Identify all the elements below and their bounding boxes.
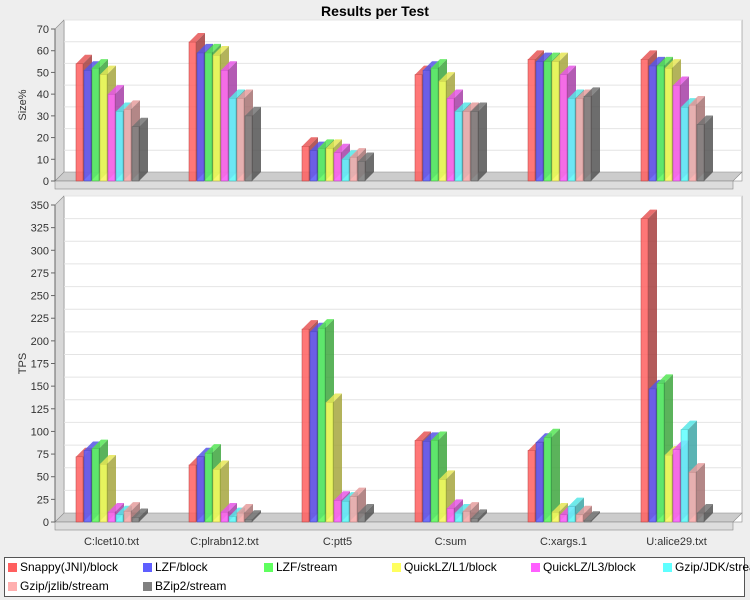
- y-tick-label: 175: [31, 359, 49, 371]
- bar-group-3: C:ptt5: [301, 319, 374, 548]
- y-axis-label: TPS: [17, 353, 29, 374]
- y-tick-label: 350: [31, 200, 49, 212]
- x-tick-label: U:alice29.txt: [646, 536, 707, 548]
- bar: [470, 509, 487, 523]
- legend-swatch: [143, 582, 152, 591]
- plot-back-wall: [63, 19, 743, 182]
- legend-item: LZF/stream: [264, 560, 337, 574]
- bar: [244, 510, 261, 523]
- y-tick-label: 0: [43, 176, 49, 188]
- y-tick-label: 70: [37, 24, 49, 36]
- y-tick-label: 50: [37, 67, 49, 79]
- bar-group-5: C:xargs.1: [527, 428, 600, 548]
- y-tick-label: 40: [37, 89, 49, 101]
- y-tick-label: 10: [37, 154, 49, 166]
- subplot-2: 0 25 50 75 100 125 150 175 200 225 250 275 300 325 350…: [17, 195, 743, 548]
- bar: [357, 503, 374, 523]
- legend-swatch: [531, 563, 540, 572]
- bar: [325, 393, 342, 523]
- legend-item: Gzip/JDK/stream: [663, 560, 750, 574]
- plot-back-wall: [63, 195, 743, 523]
- bar-group-1: C:lcet10.txt: [75, 439, 148, 548]
- y-tick-label: 30: [37, 111, 49, 123]
- plot-side-wall: [54, 195, 65, 523]
- bar-group-2: [188, 33, 261, 182]
- bar-group-1: [75, 54, 148, 182]
- x-tick-label: C:lcet10.txt: [84, 536, 139, 548]
- legend-swatch: [8, 582, 17, 591]
- legend-label: Gzip/JDK/stream: [675, 560, 750, 574]
- legend-label: LZF/stream: [276, 560, 338, 574]
- bar: [583, 511, 600, 523]
- y-axis-label: Size%: [17, 89, 29, 120]
- y-tick-label: 125: [31, 404, 49, 416]
- bar-group-4: [414, 59, 487, 182]
- bar: [131, 508, 148, 523]
- y-tick-label: 100: [31, 426, 49, 438]
- bar-group-5: [527, 50, 600, 182]
- y-tick-label: 325: [31, 223, 49, 235]
- legend-label: LZF/block: [155, 560, 208, 574]
- bar-group-6: [640, 50, 713, 182]
- y-tick-label: 50: [37, 472, 49, 484]
- bar: [696, 503, 713, 523]
- legend-item: QuickLZ/L1/block: [392, 560, 497, 574]
- legend-swatch: [143, 563, 152, 572]
- y-tick-label: 250: [31, 291, 49, 303]
- legend-item: Gzip/jzlib/stream: [8, 579, 109, 593]
- legend-item: BZip2/stream: [143, 579, 226, 593]
- plot-floor: [54, 171, 743, 182]
- bar-group-4: C:sum: [414, 431, 487, 548]
- y-tick-label: 20: [37, 133, 49, 145]
- legend-swatch: [392, 563, 401, 572]
- legend-swatch: [663, 563, 672, 572]
- y-tick-label: 225: [31, 313, 49, 325]
- plot-floor: [54, 512, 743, 523]
- bar: [244, 106, 261, 182]
- y-tick-label: 200: [31, 336, 49, 348]
- x-tick-label: C:ptt5: [323, 536, 352, 548]
- chart-title: Results per Test: [321, 3, 429, 19]
- bar: [357, 152, 374, 182]
- legend-item: LZF/block: [143, 560, 208, 574]
- chart-legend: Snappy(JNI)/block LZF/block LZF/stream Quic…: [4, 557, 750, 597]
- legend-label: Gzip/jzlib/stream: [20, 579, 109, 593]
- plot-floor-front: [54, 521, 734, 531]
- bar: [543, 428, 560, 523]
- y-tick-label: 300: [31, 245, 49, 257]
- bar-group-6: U:alice29.txt: [640, 209, 713, 548]
- bar: [583, 87, 600, 182]
- bar: [696, 115, 713, 182]
- bar: [236, 503, 253, 523]
- legend-item: Snappy(JNI)/block: [8, 560, 118, 574]
- y-tick-label: 150: [31, 381, 49, 393]
- y-tick-label: 60: [37, 46, 49, 58]
- bar: [131, 117, 148, 182]
- bar: [470, 102, 487, 182]
- subplot-1: 0 10 20 30 40 50 60 70 Size%: [17, 19, 743, 190]
- legend-swatch: [264, 563, 273, 572]
- bar: [462, 502, 479, 523]
- bar-group-3: [301, 137, 374, 182]
- y-tick-label: 275: [31, 268, 49, 280]
- legend-label: Snappy(JNI)/block: [20, 560, 119, 574]
- bar: [99, 455, 116, 523]
- plots-group: 0 10 20 30 40 50 60 70 Size% 0 25 50 75 100 125 150 175 2…: [17, 19, 743, 548]
- bar-group-2: C:plrabn12.txt: [188, 444, 261, 548]
- x-tick-label: C:sum: [435, 536, 467, 548]
- y-tick-label: 25: [37, 494, 49, 506]
- plot-side-wall: [54, 19, 65, 182]
- legend-label: BZip2/stream: [155, 579, 227, 593]
- x-tick-label: C:plrabn12.txt: [190, 536, 258, 548]
- plot-floor-front: [54, 180, 734, 190]
- x-tick-label: C:xargs.1: [540, 536, 587, 548]
- legend-item: QuickLZ/L3/block: [531, 560, 636, 574]
- legend-label: QuickLZ/L3/block: [543, 560, 636, 574]
- bar: [575, 505, 592, 523]
- y-tick-label: 0: [43, 517, 49, 529]
- legend-label: QuickLZ/L1/block: [404, 560, 497, 574]
- legend-swatch: [8, 563, 17, 572]
- y-tick-label: 75: [37, 449, 49, 461]
